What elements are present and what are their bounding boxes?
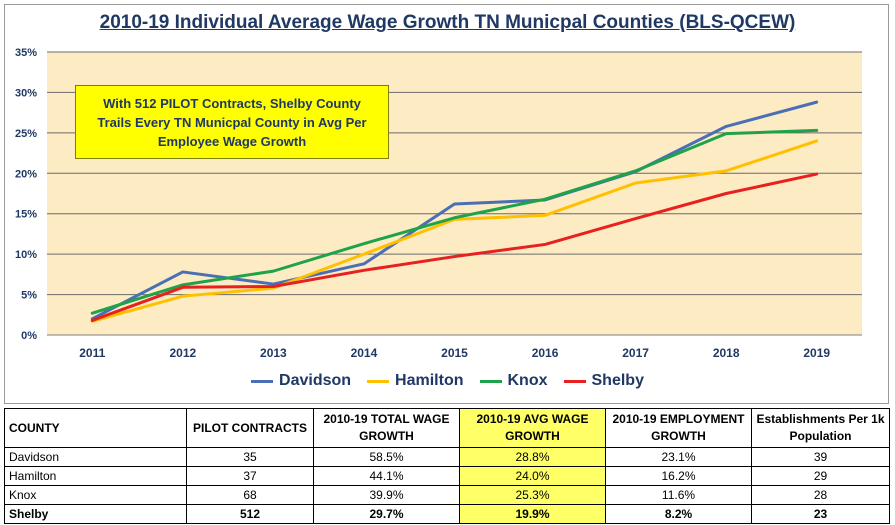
legend-item-knox: Knox	[479, 372, 548, 390]
cell-pilot: 35	[186, 447, 314, 467]
header-employment-growth: 2010-19 EMPLOYMENT GROWTH	[605, 408, 752, 448]
cell-pilot: 68	[186, 485, 314, 505]
header-avg-wage-growth: 2010-19 AVG WAGE GROWTH	[459, 408, 606, 448]
legend-item-davidson: Davidson	[251, 372, 351, 390]
cell-county: Knox	[4, 485, 187, 505]
legend-swatch	[251, 379, 274, 383]
x-tick-label: 2015	[441, 346, 468, 360]
cell-employment: 8.2%	[605, 504, 752, 524]
chart-legend: Davidson Hamilton Knox Shelby	[0, 372, 895, 390]
series-line-davidson	[90, 100, 819, 321]
header-county: COUNTY	[4, 408, 187, 448]
header-establishments: Establishments Per 1k Population	[751, 408, 890, 448]
cell-avg-wage: 24.0%	[459, 466, 606, 486]
cell-pilot: 37	[186, 466, 314, 486]
cell-county: Davidson	[4, 447, 187, 467]
annotation-callout: With 512 PILOT Contracts, Shelby County …	[75, 85, 389, 159]
table-row: Hamilton 37 44.1% 24.0% 16.2% 29	[4, 466, 890, 486]
x-tick-label: 2016	[532, 346, 559, 360]
table-row: Shelby 512 29.7% 19.9% 8.2% 23	[4, 504, 890, 524]
y-tick-label: 25%	[15, 128, 37, 140]
y-tick-label: 5%	[21, 290, 37, 302]
cell-establishments: 29	[751, 466, 890, 486]
cell-avg-wage: 19.9%	[459, 504, 606, 524]
line-chart: 0% 5% 10% 15% 20% 25% 30% 35% 2011 2012 2013 2014 2…	[15, 47, 862, 360]
legend-item-hamilton: Hamilton	[367, 372, 464, 390]
legend-label: Shelby	[591, 372, 644, 389]
legend-label: Davidson	[279, 372, 352, 389]
cell-county: Shelby	[4, 504, 187, 524]
cell-total-wage: 58.5%	[313, 447, 460, 467]
cell-total-wage: 44.1%	[313, 466, 460, 486]
y-tick-label: 30%	[15, 87, 37, 99]
cell-avg-wage: 28.8%	[459, 447, 606, 467]
legend-label: Knox	[507, 372, 548, 389]
series-line-hamilton	[90, 139, 819, 323]
chart-title: 2010-19 Individual Average Wage Growth T…	[99, 12, 796, 33]
cell-establishments: 23	[751, 504, 890, 524]
x-tick-label: 2014	[351, 346, 378, 360]
legend-swatch	[479, 379, 502, 383]
x-tick-label: 2018	[713, 346, 740, 360]
legend-item-shelby: Shelby	[563, 372, 644, 390]
y-tick-label: 20%	[15, 168, 37, 180]
legend-swatch	[563, 379, 586, 383]
legend-swatch	[367, 379, 390, 383]
x-tick-label: 2012	[169, 346, 196, 360]
cell-avg-wage: 25.3%	[459, 485, 606, 505]
cell-establishments: 28	[751, 485, 890, 505]
cell-total-wage: 39.9%	[313, 485, 460, 505]
y-tick-label: 0%	[21, 330, 37, 342]
cell-establishments: 39	[751, 447, 890, 467]
x-tick-label: 2011	[79, 346, 105, 360]
y-tick-label: 35%	[15, 47, 37, 59]
x-tick-label: 2019	[803, 346, 830, 360]
legend-label: Hamilton	[395, 372, 464, 389]
series-line-knox	[90, 128, 819, 315]
series-line-shelby	[90, 172, 819, 322]
cell-total-wage: 29.7%	[313, 504, 460, 524]
cell-employment: 11.6%	[605, 485, 752, 505]
table-row: Davidson 35 58.5% 28.8% 23.1% 39	[4, 447, 890, 467]
cell-employment: 23.1%	[605, 447, 752, 467]
county-data-table: COUNTY PILOT CONTRACTS 2010-19 TOTAL WAG…	[4, 408, 890, 524]
x-tick-label: 2017	[622, 346, 649, 360]
y-tick-label: 10%	[15, 249, 37, 261]
cell-county: Hamilton	[4, 466, 187, 486]
header-pilot-contracts: PILOT CONTRACTS	[186, 408, 314, 448]
y-tick-label: 15%	[15, 209, 37, 221]
cell-employment: 16.2%	[605, 466, 752, 486]
x-tick-label: 2013	[260, 346, 287, 360]
header-total-wage-growth: 2010-19 TOTAL WAGE GROWTH	[313, 408, 460, 448]
table-row: Knox 68 39.9% 25.3% 11.6% 28	[4, 485, 890, 505]
cell-pilot: 512	[186, 504, 314, 524]
table-header-row: COUNTY PILOT CONTRACTS 2010-19 TOTAL WAG…	[4, 408, 890, 448]
